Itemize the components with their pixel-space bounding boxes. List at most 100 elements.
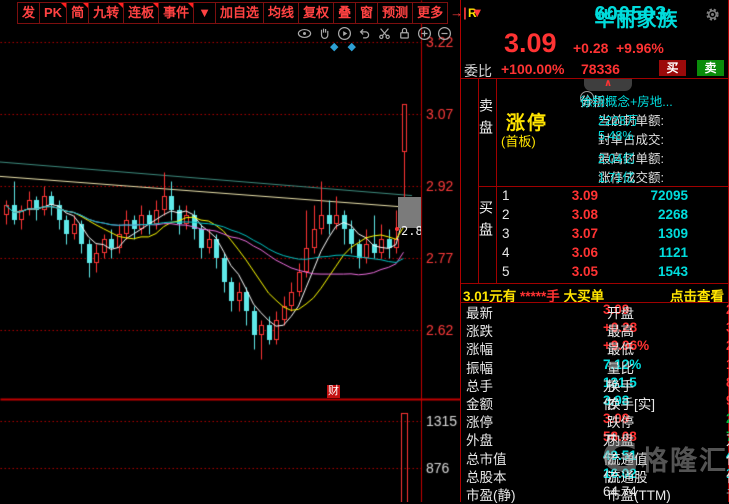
toolbar-item[interactable]: 连板 bbox=[123, 2, 160, 24]
lock-icon[interactable] bbox=[397, 26, 413, 42]
toolbar-item[interactable]: 预测 bbox=[377, 2, 414, 24]
big-order-ticker: 3.01元有 *****手 大买单 点击查看 bbox=[461, 285, 728, 304]
stock-name: 华丽家族 bbox=[594, 9, 679, 31]
prev-close-dot bbox=[395, 227, 399, 231]
analysis-row: 当前封单额: 2228万 bbox=[598, 114, 664, 128]
info-icon: i bbox=[580, 91, 594, 105]
stat-label: 市盈(TTM) bbox=[607, 488, 671, 503]
stats-row: 涨跌+0.28最高3.09 bbox=[466, 320, 729, 340]
undo-icon[interactable] bbox=[357, 26, 373, 42]
buy-level-row[interactable]: 5 3.05 1543 bbox=[461, 264, 728, 283]
caret-down-icon[interactable]: ▼ bbox=[470, 5, 484, 20]
analysis-row: 封单占成交: 5.48% bbox=[598, 129, 664, 147]
zoom-out-icon[interactable] bbox=[437, 26, 453, 42]
corner-flag-icon bbox=[188, 3, 194, 8]
stat-label: 流通股 bbox=[607, 469, 648, 485]
buy-level-row[interactable]: 1 3.09 72095 bbox=[461, 188, 728, 207]
limit-up-tag: 涨停 bbox=[506, 113, 549, 134]
level-volume: 2268 bbox=[657, 207, 688, 222]
toolbar-item[interactable]: 均线 bbox=[263, 2, 300, 24]
zoom-in-icon[interactable] bbox=[417, 26, 433, 42]
analysis-value[interactable]: 徐翔概念+房地... bbox=[580, 95, 673, 109]
stat-label: 最低 bbox=[607, 342, 634, 358]
corner-flag-icon bbox=[118, 3, 124, 8]
chart-toolbar: 发 PK 简九转 连板 事件 ▼ 加自选 均线 复权叠窗预测 更多 →| ▼ bbox=[17, 2, 486, 24]
level-number: 3 bbox=[502, 226, 510, 241]
toolbar-item[interactable]: 发 bbox=[17, 2, 41, 24]
stat-label: 开盘 bbox=[607, 306, 634, 321]
toolbar-item[interactable]: 叠 bbox=[333, 2, 357, 24]
stats-row: 振幅7.12%量比11.85 bbox=[466, 356, 729, 376]
divider bbox=[478, 78, 479, 283]
stat-label: 涨跌 bbox=[466, 324, 493, 340]
level-number: 2 bbox=[502, 207, 510, 222]
stat-label: 市盈(静) bbox=[466, 488, 516, 503]
weibi-value: +100.00% bbox=[501, 61, 565, 77]
level-volume: 1121 bbox=[658, 245, 688, 260]
kline-chart[interactable] bbox=[0, 0, 460, 502]
stat-label: 跌停 bbox=[607, 415, 634, 431]
divider bbox=[461, 283, 728, 284]
level-volume: 1543 bbox=[657, 264, 688, 279]
stat-label: 总股本 bbox=[466, 469, 507, 485]
level-number: 4 bbox=[502, 245, 510, 260]
toolbar-item[interactable]: 更多 bbox=[412, 2, 449, 24]
stat-label: 量比 bbox=[607, 360, 634, 376]
stats-row: 涨幅+9.96%最低2.89 bbox=[466, 338, 729, 358]
buy-side-label: 买盘 bbox=[478, 200, 494, 244]
level-volume: 1309 bbox=[657, 226, 688, 241]
view-details-link[interactable]: 点击查看 bbox=[670, 289, 724, 304]
divider bbox=[461, 78, 728, 79]
collapse-chevron[interactable]: ∧ bbox=[584, 79, 632, 91]
buy-button[interactable]: 买 bbox=[659, 60, 686, 76]
toolbar-item[interactable]: 加自选 bbox=[215, 2, 265, 24]
hand-icon[interactable] bbox=[317, 26, 333, 42]
limit-up-board-count: (首板) bbox=[501, 134, 536, 149]
level-number: 1 bbox=[502, 188, 510, 203]
divider bbox=[478, 186, 728, 187]
stat-label: 总手 bbox=[466, 378, 493, 394]
stats-row: 涨停3.09跌停2.53 bbox=[466, 411, 729, 431]
stats-row: 最新3.09开盘2.99 bbox=[466, 302, 729, 321]
buy-level-row[interactable]: 2 3.08 2268 bbox=[461, 207, 728, 226]
limit-up-analysis: i 分析: 徐翔概念+房地... 当前封单额: 2228万 封单占成交: 5.48% 最… bbox=[580, 91, 729, 186]
level-price: 3.06 bbox=[571, 245, 598, 260]
analysis-row: 涨停成交额: 1.71亿 bbox=[598, 171, 664, 185]
play-icon[interactable] bbox=[337, 26, 353, 42]
finance-event-marker[interactable]: 财 bbox=[327, 385, 340, 398]
toolbar-item[interactable]: 窗 bbox=[355, 2, 379, 24]
weicha-value: 78336 bbox=[581, 61, 620, 77]
watermark-logo: G bbox=[601, 435, 640, 481]
toolbar-item[interactable]: 事件 bbox=[158, 2, 195, 24]
level-price: 3.08 bbox=[571, 207, 598, 222]
stat-label: 涨幅 bbox=[466, 342, 493, 358]
buy-order-ladder: 1 3.09 72095 2 3.08 2268 3 3.07 1309 4 3.06 1121 5 3.… bbox=[461, 188, 728, 283]
eye-icon[interactable] bbox=[297, 26, 313, 42]
pin-right-icon[interactable]: →| bbox=[450, 5, 467, 20]
buy-level-row[interactable]: 4 3.06 1121 bbox=[461, 245, 728, 264]
toolbar-item[interactable]: 简 bbox=[66, 2, 90, 24]
sell-button[interactable]: 卖 bbox=[697, 60, 724, 76]
toolbar-item[interactable]: 复权 bbox=[298, 2, 335, 24]
stat-label: 总市值 bbox=[466, 451, 507, 467]
toolbar-item[interactable]: PK bbox=[39, 2, 68, 24]
price-change: +0.28 bbox=[573, 40, 609, 56]
toolbar-item[interactable]: ▼ bbox=[193, 2, 217, 24]
ticker-big-order-text: 大买单 bbox=[559, 289, 605, 304]
buy-level-row[interactable]: 3 3.07 1309 bbox=[461, 226, 728, 245]
analysis-row: 最高封单额: 2.04亿 bbox=[598, 152, 664, 166]
gear-icon[interactable] bbox=[705, 7, 720, 22]
scissors-icon[interactable] bbox=[377, 26, 393, 42]
stat-label: 换手[实] bbox=[607, 397, 656, 412]
watermark-text: 格隆汇 bbox=[641, 445, 728, 476]
stat-label: 内盘 bbox=[607, 433, 634, 449]
price-tag: 2.8 bbox=[401, 224, 421, 238]
level-volume: 72095 bbox=[650, 188, 688, 203]
analysis-row[interactable]: i 分析: 徐翔概念+房地... bbox=[580, 91, 729, 110]
toolbar-item[interactable]: 九转 bbox=[88, 2, 125, 24]
